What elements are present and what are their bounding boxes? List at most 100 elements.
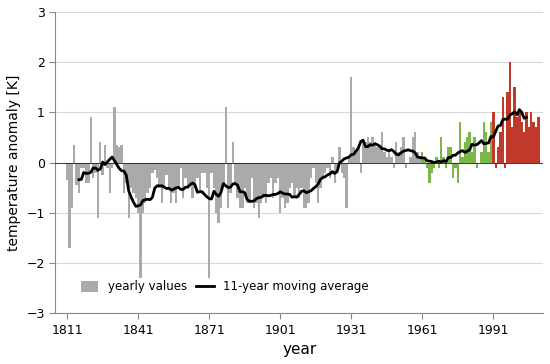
- Bar: [118, 147, 120, 162]
- Bar: [452, 162, 454, 178]
- Bar: [144, 162, 146, 203]
- Bar: [340, 162, 343, 173]
- Bar: [101, 162, 104, 175]
- Bar: [310, 162, 312, 178]
- Bar: [220, 162, 222, 208]
- Bar: [381, 132, 383, 162]
- Bar: [246, 162, 248, 203]
- Bar: [367, 138, 369, 162]
- Bar: [111, 162, 113, 167]
- Bar: [376, 147, 378, 162]
- Bar: [386, 158, 388, 162]
- Bar: [435, 158, 438, 162]
- Bar: [251, 162, 253, 178]
- Bar: [170, 162, 173, 203]
- Bar: [135, 162, 137, 198]
- Bar: [95, 162, 97, 173]
- Bar: [208, 162, 211, 278]
- Bar: [75, 162, 78, 185]
- Bar: [108, 162, 111, 193]
- Bar: [402, 138, 405, 162]
- Bar: [227, 162, 229, 208]
- Bar: [82, 162, 85, 167]
- Bar: [289, 162, 291, 187]
- Bar: [177, 162, 180, 187]
- Bar: [426, 162, 428, 167]
- Bar: [87, 162, 90, 183]
- Bar: [469, 132, 471, 162]
- Bar: [527, 127, 530, 162]
- Legend: yearly values, 11-year moving average: yearly values, 11-year moving average: [76, 276, 374, 298]
- Bar: [466, 138, 469, 162]
- Bar: [175, 162, 177, 203]
- Bar: [229, 162, 232, 193]
- Bar: [168, 162, 170, 187]
- Bar: [149, 162, 151, 187]
- Bar: [317, 162, 320, 203]
- Bar: [293, 162, 295, 198]
- Bar: [535, 127, 537, 162]
- Bar: [364, 142, 367, 162]
- Bar: [445, 162, 447, 167]
- Bar: [291, 162, 293, 183]
- Bar: [516, 117, 518, 162]
- Bar: [272, 162, 274, 198]
- Bar: [191, 162, 194, 198]
- Bar: [211, 162, 213, 173]
- Bar: [490, 122, 492, 162]
- Bar: [509, 62, 511, 162]
- Bar: [85, 162, 87, 183]
- Bar: [523, 132, 525, 162]
- Bar: [92, 162, 95, 178]
- Bar: [232, 142, 234, 162]
- Bar: [194, 162, 196, 187]
- Bar: [416, 153, 419, 162]
- Bar: [239, 162, 241, 208]
- Bar: [473, 138, 476, 162]
- Bar: [487, 153, 490, 162]
- Bar: [442, 158, 445, 162]
- Y-axis label: temperature anomaly [K]: temperature anomaly [K]: [7, 74, 21, 251]
- Bar: [282, 162, 284, 198]
- Bar: [161, 162, 163, 203]
- Bar: [355, 153, 357, 162]
- Bar: [476, 162, 478, 167]
- Bar: [186, 162, 189, 187]
- Bar: [277, 162, 279, 178]
- Bar: [499, 132, 502, 162]
- Bar: [530, 112, 532, 162]
- Bar: [388, 153, 390, 162]
- Bar: [295, 162, 298, 187]
- Bar: [224, 107, 227, 162]
- Bar: [320, 162, 322, 187]
- Bar: [286, 162, 289, 203]
- Bar: [73, 145, 75, 162]
- Bar: [123, 162, 125, 193]
- Bar: [222, 162, 224, 183]
- Bar: [369, 142, 371, 162]
- Bar: [125, 162, 128, 183]
- Bar: [518, 112, 520, 162]
- Bar: [348, 158, 350, 162]
- Bar: [400, 147, 402, 162]
- Bar: [90, 117, 92, 162]
- Bar: [267, 162, 270, 183]
- Bar: [279, 162, 282, 213]
- Bar: [71, 162, 73, 208]
- Bar: [199, 162, 201, 193]
- Bar: [300, 162, 302, 187]
- Bar: [449, 147, 452, 162]
- Bar: [78, 162, 80, 193]
- Bar: [241, 162, 244, 208]
- Bar: [421, 153, 424, 162]
- Bar: [438, 162, 440, 167]
- Bar: [315, 162, 317, 183]
- Bar: [464, 142, 466, 162]
- Bar: [322, 162, 324, 178]
- Bar: [68, 162, 71, 248]
- Bar: [374, 142, 376, 162]
- Bar: [173, 162, 175, 193]
- Bar: [395, 142, 398, 162]
- Bar: [362, 142, 364, 162]
- Bar: [360, 162, 362, 173]
